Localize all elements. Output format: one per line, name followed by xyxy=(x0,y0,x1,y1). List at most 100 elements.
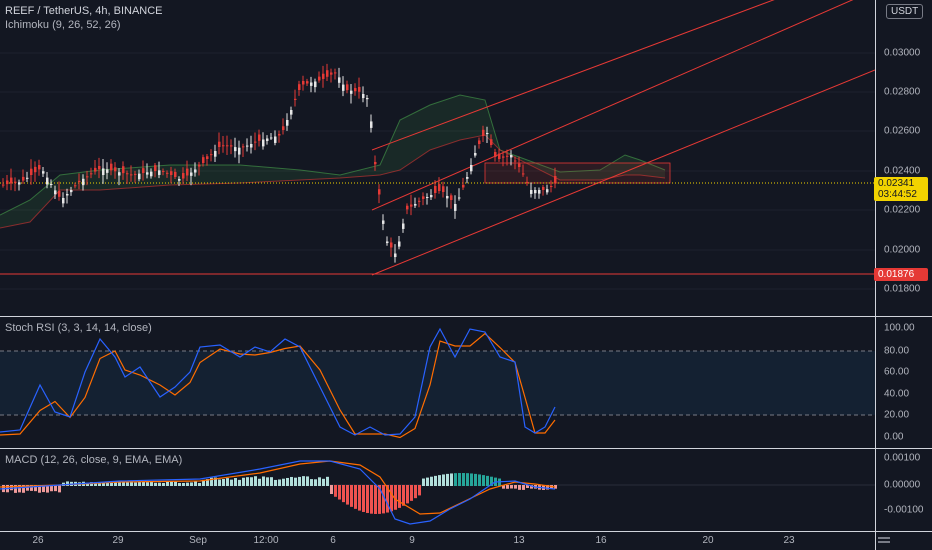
macd-histogram-bar xyxy=(422,478,425,486)
candle-body xyxy=(118,172,121,176)
candle-body xyxy=(410,204,413,207)
candle-body xyxy=(242,146,245,148)
macd-histogram-bar xyxy=(350,485,353,507)
parallel-channel-middle xyxy=(371,0,854,211)
macd-histogram-bar xyxy=(326,476,329,486)
candle-body xyxy=(466,177,469,179)
macd-histogram-bar xyxy=(526,485,529,489)
macd-histogram-bar xyxy=(166,481,169,486)
candle-body xyxy=(390,242,393,248)
rsi-tick: 0.00 xyxy=(884,431,904,443)
candle-body xyxy=(462,184,465,188)
pane-divider[interactable] xyxy=(0,448,932,449)
macd-pane[interactable] xyxy=(0,449,875,531)
ichimoku-legend[interactable]: Ichimoku (9, 26, 52, 26) xyxy=(5,19,121,31)
price-chart[interactable] xyxy=(0,0,875,316)
macd-histogram-bar xyxy=(138,481,141,486)
candle-body xyxy=(378,189,381,195)
candle-body xyxy=(282,126,285,130)
symbol-title[interactable]: REEF / TetherUS, 4h, BINANCE xyxy=(5,5,163,17)
macd-histogram-bar xyxy=(218,479,221,486)
candle-body xyxy=(234,147,237,152)
candle-body xyxy=(150,171,153,177)
macd-histogram-bar xyxy=(318,477,321,486)
price-tick: 0.03000 xyxy=(884,47,921,59)
macd-histogram-bar xyxy=(478,474,481,486)
macd-axis[interactable]: 0.00100 0.00000 -0.00100 xyxy=(876,449,932,531)
macd-histogram-bar xyxy=(86,482,89,486)
candle-body xyxy=(330,72,333,75)
rsi-tick: 60.00 xyxy=(884,366,910,378)
macd-histogram-bar xyxy=(30,485,33,491)
candle-body xyxy=(86,176,89,178)
macd-line xyxy=(0,460,556,525)
macd-histogram-bar xyxy=(202,479,205,486)
candle-body xyxy=(454,204,457,211)
candle-body xyxy=(134,173,137,175)
macd-histogram-bar xyxy=(282,478,285,486)
macd-histogram-bar xyxy=(178,482,181,486)
macd-histogram-bar xyxy=(358,485,361,511)
stoch-rsi-axis[interactable]: 100.00 80.00 60.00 40.00 20.00 0.00 xyxy=(876,317,932,448)
current-price-tag: 0.02341 03:44:52 xyxy=(874,177,928,201)
candle-body xyxy=(338,77,341,83)
macd-histogram-bar xyxy=(274,479,277,486)
time-tick: 13 xyxy=(513,535,525,546)
stoch-rsi-pane[interactable] xyxy=(0,317,875,448)
candle-body xyxy=(126,173,129,175)
rsi-tick: 80.00 xyxy=(884,345,910,357)
price-axis[interactable]: 0.03000 0.02800 0.02600 0.02400 0.02200 … xyxy=(876,0,932,316)
resistance-zone xyxy=(484,162,671,184)
candle-body xyxy=(286,120,289,126)
candle-body xyxy=(66,194,69,196)
candle-body xyxy=(90,173,93,175)
macd-histogram-bar xyxy=(450,473,453,486)
macd-histogram-bar xyxy=(270,477,273,486)
time-axis[interactable]: 26 29 Sep 12:00 6 9 13 16 20 23 xyxy=(0,531,875,550)
macd-histogram-bar xyxy=(122,482,125,486)
candle-body xyxy=(402,223,405,229)
candle-body xyxy=(262,139,265,147)
macd-signal-line xyxy=(0,460,556,515)
stoch-rsi-legend[interactable]: Stoch RSI (3, 3, 14, 14, close) xyxy=(5,322,152,334)
candle-body xyxy=(74,185,77,187)
stoch-d-line xyxy=(0,332,556,439)
macd-histogram-bar xyxy=(518,485,521,490)
candle-body xyxy=(186,168,189,176)
candle-body xyxy=(406,205,409,210)
stoch-rsi-canvas[interactable] xyxy=(0,317,875,448)
chart-settings-icon[interactable] xyxy=(878,536,890,546)
parallel-channel-lower xyxy=(371,69,875,276)
candle-body xyxy=(122,166,125,174)
candle-body xyxy=(10,177,13,184)
ichimoku-span-b xyxy=(0,134,666,229)
macd-histogram-bar xyxy=(530,485,533,489)
candle-body xyxy=(350,90,353,94)
candle-body xyxy=(78,180,81,182)
currency-button[interactable]: USDT xyxy=(886,4,924,19)
price-tick: 0.02800 xyxy=(884,86,921,98)
price-chart-canvas[interactable] xyxy=(0,0,875,316)
macd-histogram-bar xyxy=(50,485,53,492)
candle-body xyxy=(302,81,305,85)
candle-body xyxy=(14,181,17,183)
time-tick: 26 xyxy=(32,535,44,546)
price-tick: 0.02200 xyxy=(884,204,921,216)
pane-divider[interactable] xyxy=(0,316,932,317)
macd-histogram-bar xyxy=(434,475,437,486)
candle-body xyxy=(490,139,493,145)
macd-histogram-bar xyxy=(34,485,37,492)
candle-body xyxy=(506,155,509,157)
macd-histogram-bar xyxy=(290,476,293,486)
candle-body xyxy=(50,184,53,185)
candle-body xyxy=(394,253,397,258)
macd-histogram-bar xyxy=(486,475,489,486)
candle-body xyxy=(158,170,161,175)
candle-body xyxy=(26,177,29,179)
macd-canvas[interactable] xyxy=(0,449,875,531)
candle-body xyxy=(250,144,253,148)
candle-body xyxy=(22,176,25,181)
candle-body xyxy=(146,172,149,175)
macd-legend[interactable]: MACD (12, 26, close, 9, EMA, EMA) xyxy=(5,454,183,466)
macd-histogram-bar xyxy=(414,485,417,499)
